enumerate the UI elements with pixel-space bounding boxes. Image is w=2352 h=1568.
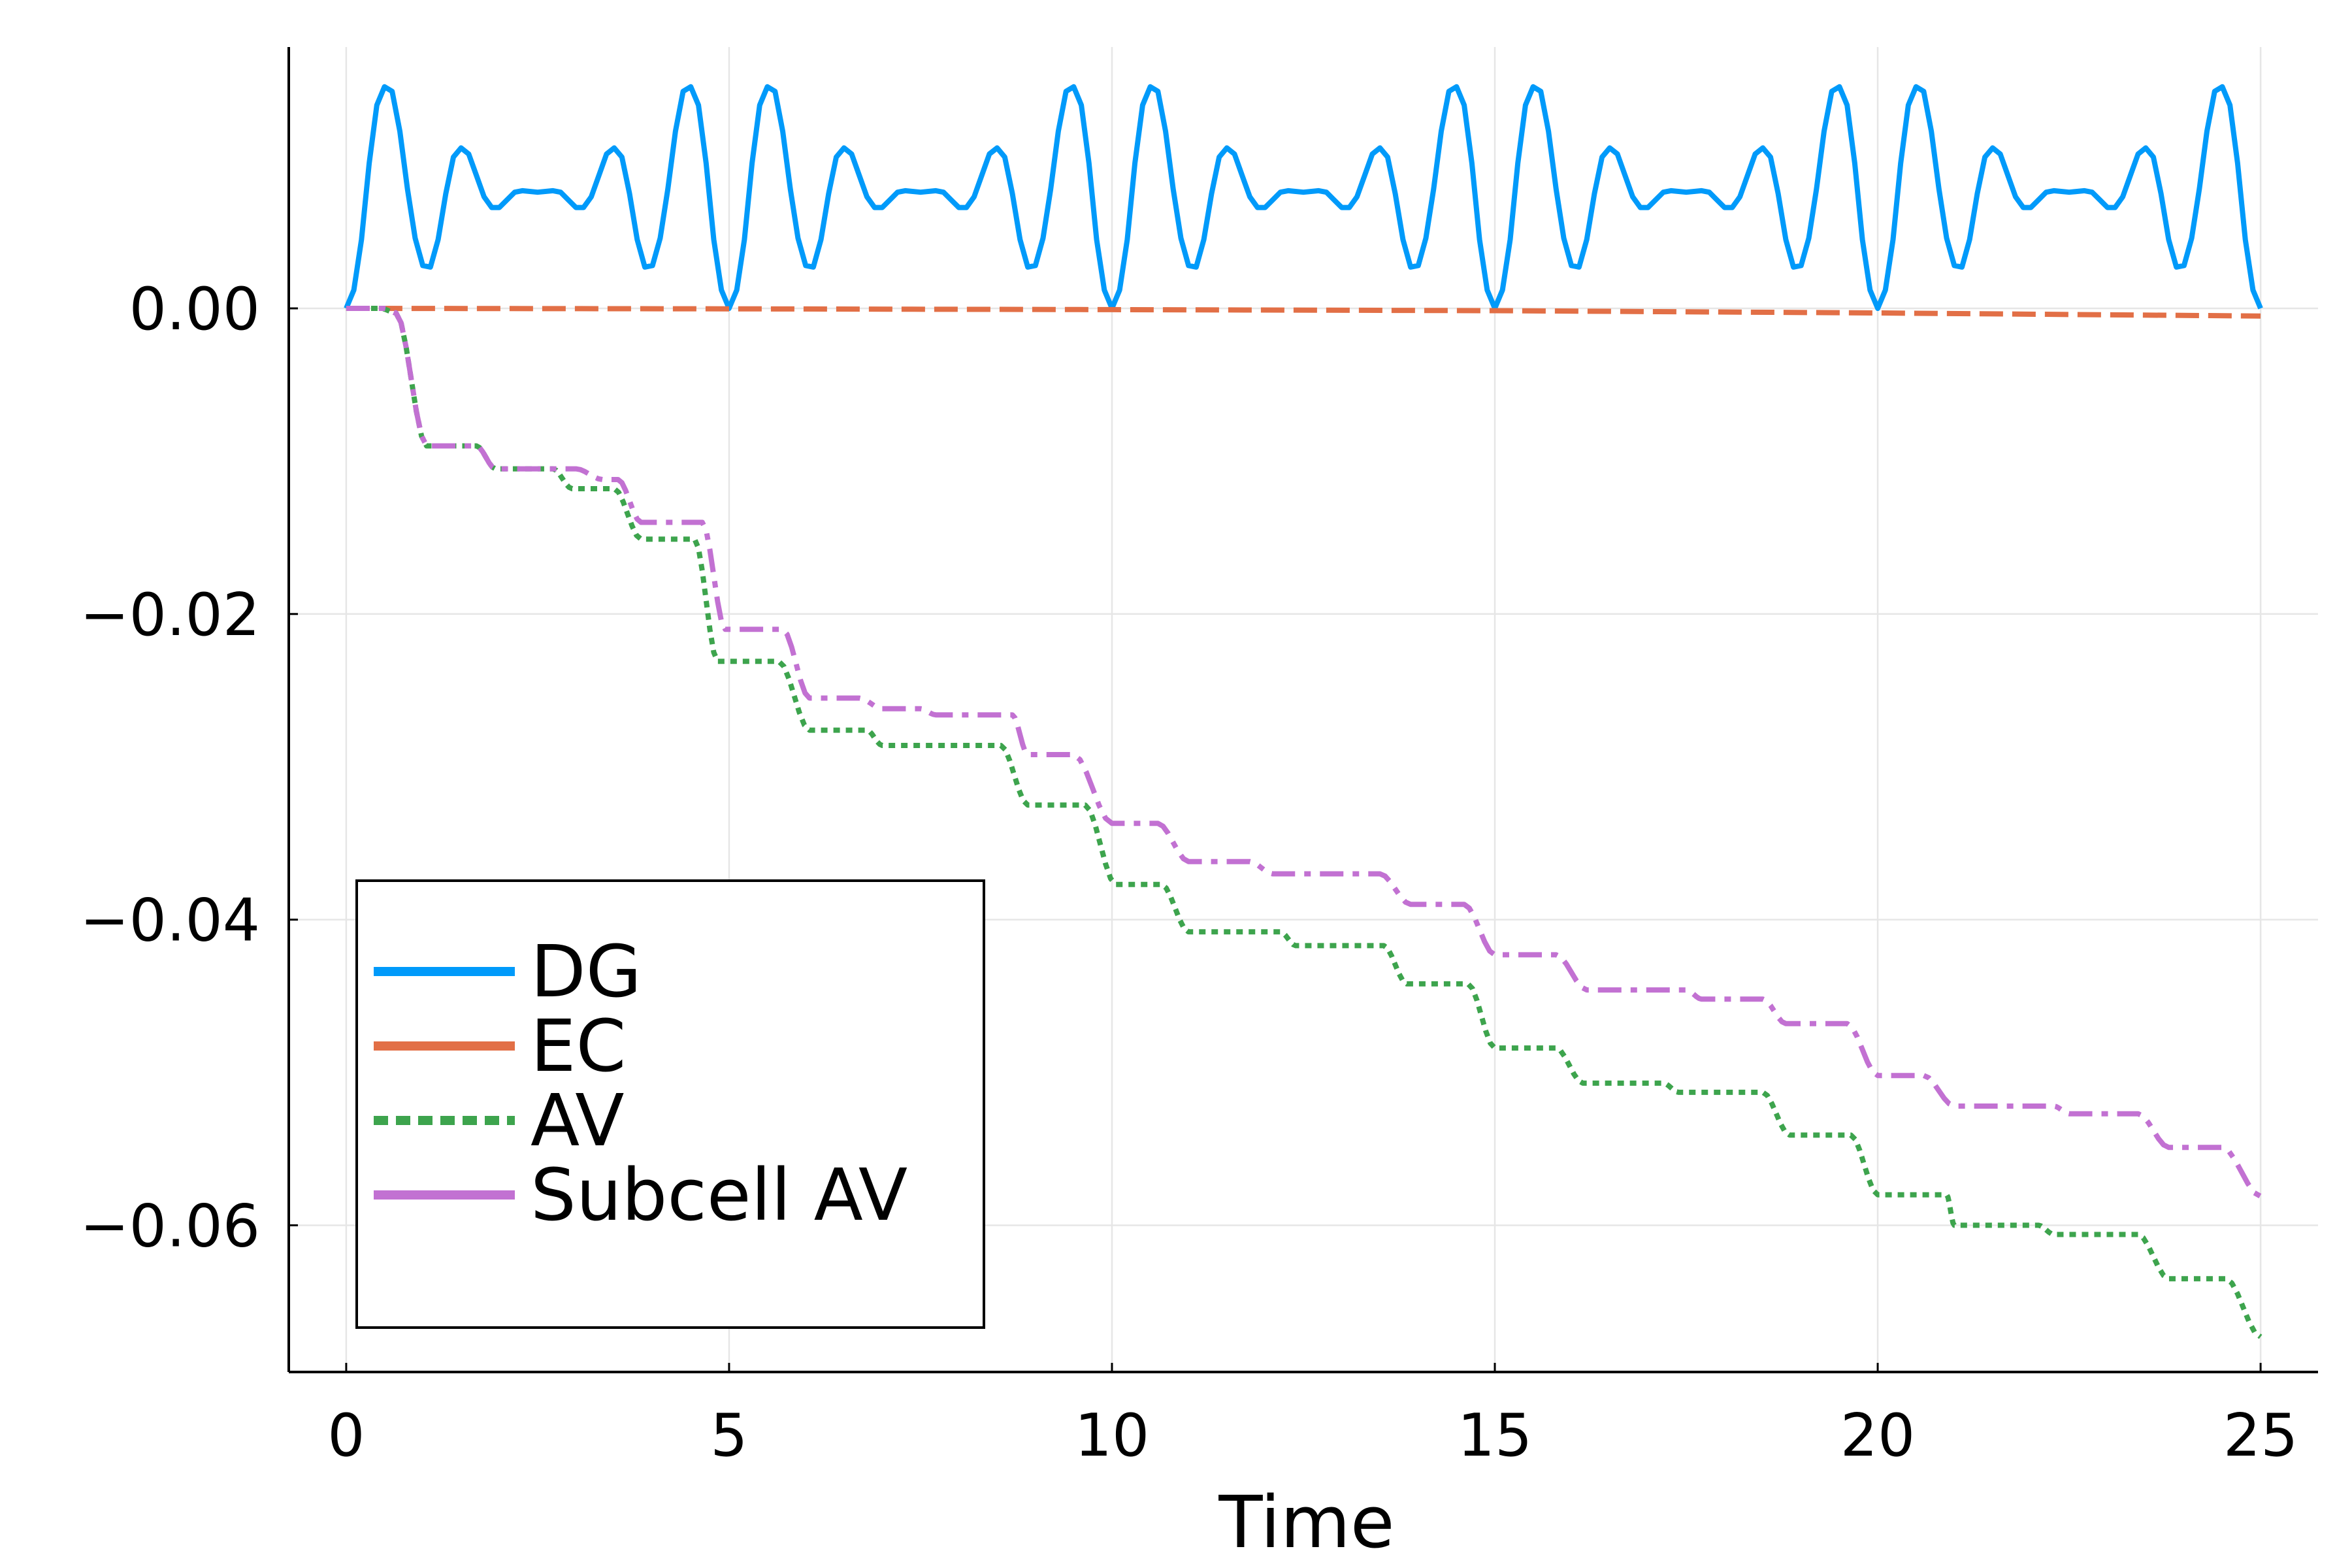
axes [287,47,2318,1373]
x-tick-label: 0 [327,1401,365,1470]
x-tick-label: 10 [1075,1401,1150,1470]
x-tick-label: 25 [2223,1401,2298,1470]
x-axis-label: Time [1218,1480,1394,1564]
legend-box [355,879,985,1329]
series-line-ec [346,306,2261,319]
y-tick-label: −0.06 [80,1192,260,1260]
y-tick-label: −0.04 [80,887,260,955]
x-tick-label: 20 [1840,1401,1916,1470]
y-tick-label: −0.02 [80,581,260,649]
y-tick-label: 0.00 [129,275,260,344]
x-tick-label: 15 [1458,1401,1533,1470]
series-line-av [346,306,2262,1339]
series-line-subcell-av [346,306,2262,1199]
x-tick-label: 5 [710,1401,747,1470]
series-layer [344,84,2263,1339]
legend-label: DG [531,930,642,1013]
series-line-dg [344,84,2263,311]
ticks: 0 5 10 15 20 25 0.00 −0.02 −0.04 −0.06 [80,275,2298,1470]
legend-label: AV [531,1079,624,1162]
legend-label: Subcell AV [531,1153,907,1237]
legend-label: EC [531,1004,626,1088]
